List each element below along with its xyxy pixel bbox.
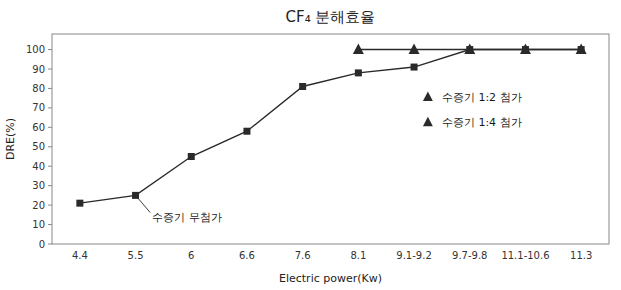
data-point <box>409 44 420 55</box>
data-point <box>76 200 83 207</box>
y-tick <box>48 185 52 186</box>
y-tick-label: 70 <box>32 102 45 113</box>
y-tick-label: 20 <box>32 200 45 211</box>
data-point <box>299 83 306 90</box>
data-point <box>188 153 195 160</box>
chart: 0 10 20 30 40 50 60 70 80 90 100 4.4 5.5 6 6.6 7.6 8.1 9.… <box>0 0 621 290</box>
y-tick <box>48 205 52 206</box>
y-tick <box>48 244 52 245</box>
data-point <box>353 44 364 55</box>
y-tick <box>48 49 52 50</box>
data-point <box>411 64 418 71</box>
y-axis-label: DRE(%) <box>4 118 17 160</box>
annotation: 수증기 무첨가 <box>152 211 222 224</box>
x-tick-label: 6.6 <box>239 250 255 261</box>
x-tick-label: 7.6 <box>295 250 311 261</box>
x-tick-label: 6 <box>188 250 194 261</box>
data-point <box>464 44 475 55</box>
y-tick-label: 10 <box>32 219 45 230</box>
plot-area <box>76 44 586 207</box>
data-point <box>520 44 531 55</box>
chart-container: 0 10 20 30 40 50 60 70 80 90 100 4.4 5.5 6 6.6 7.6 8.1 9.… <box>0 0 621 290</box>
plot-frame <box>52 34 609 244</box>
data-point <box>355 69 362 76</box>
y-tick <box>48 166 52 167</box>
legend-text: 수증기 1:2 첨가 <box>442 91 522 104</box>
title: CF₄ 분해효율 <box>286 8 376 26</box>
x-axis-label: Electric power(Kw) <box>279 272 382 285</box>
y-tick-label: 100 <box>26 44 45 55</box>
y-tick-label: 50 <box>32 141 45 152</box>
y-tick <box>48 146 52 147</box>
y-tick <box>48 127 52 128</box>
y-tick-label: 90 <box>32 64 45 75</box>
x-tick-label: 4.4 <box>72 250 88 261</box>
y-tick <box>48 224 52 225</box>
y-tick <box>48 107 52 108</box>
x-tick-label: 9.7-9.8 <box>452 250 487 261</box>
x-tick-label: 9.1-9.2 <box>396 250 431 261</box>
series-line <box>80 50 581 204</box>
legend-marker <box>423 92 433 101</box>
data-point <box>576 44 587 55</box>
x-tick-label: 11.3 <box>570 250 592 261</box>
x-tick-label: 11.1-10.6 <box>501 250 549 261</box>
y-tick-label: 0 <box>39 239 45 250</box>
y-tick <box>48 69 52 70</box>
y-tick-label: 80 <box>32 83 45 94</box>
annotation-line <box>136 195 151 212</box>
legend-marker <box>423 117 433 126</box>
y-tick-label: 30 <box>32 180 45 191</box>
y-tick <box>48 88 52 89</box>
y-tick-label: 40 <box>32 161 45 172</box>
x-tick-label: 8.1 <box>350 250 366 261</box>
legend-text: 수증기 1:4 첨가 <box>442 116 522 129</box>
data-point <box>243 128 250 135</box>
y-tick-label: 60 <box>32 122 45 133</box>
x-tick-label: 5.5 <box>128 250 144 261</box>
